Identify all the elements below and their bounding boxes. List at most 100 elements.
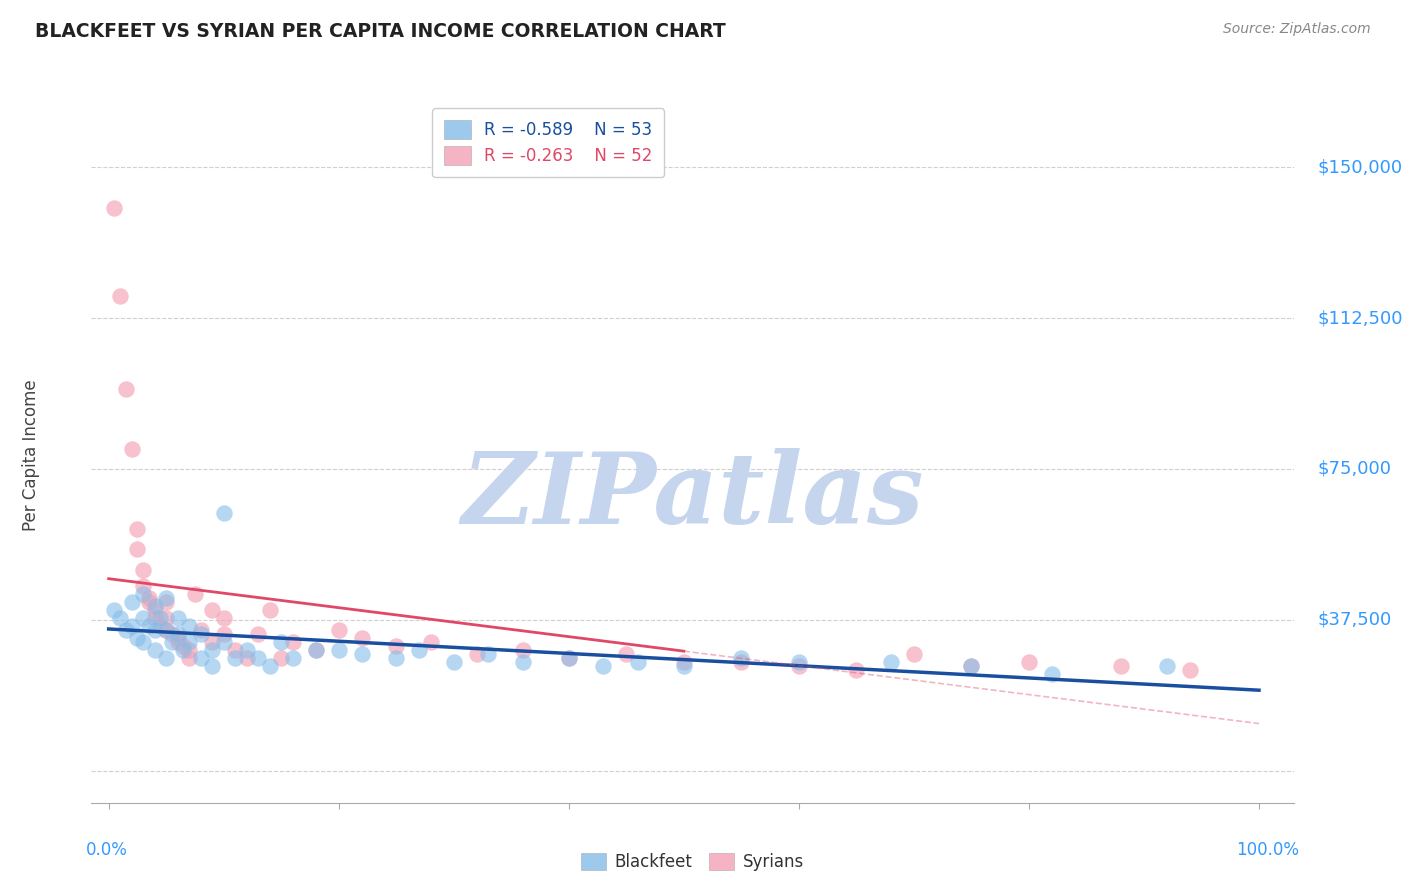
Point <box>328 643 350 657</box>
Point <box>259 603 281 617</box>
Point <box>121 619 143 633</box>
Point <box>155 623 177 637</box>
Point <box>787 655 810 669</box>
Point <box>305 643 328 657</box>
Point <box>143 643 166 657</box>
Point <box>155 623 177 637</box>
Point <box>201 635 224 649</box>
Point <box>730 655 752 669</box>
Point <box>179 651 201 665</box>
Point <box>281 635 304 649</box>
Point <box>143 603 166 617</box>
Point <box>845 663 868 677</box>
Point <box>419 635 441 649</box>
Point <box>172 643 194 657</box>
Point <box>166 631 188 645</box>
Point <box>138 619 160 633</box>
Point <box>155 611 177 625</box>
Point <box>385 639 408 653</box>
Point <box>270 635 292 649</box>
Point <box>903 647 925 661</box>
Point <box>730 651 752 665</box>
Point <box>960 659 983 673</box>
Point <box>212 506 235 520</box>
Point <box>212 611 235 625</box>
Point <box>166 627 188 641</box>
Text: $112,500: $112,500 <box>1317 310 1403 327</box>
Point <box>103 603 125 617</box>
Point <box>201 603 224 617</box>
Point <box>179 635 201 649</box>
Point <box>115 623 138 637</box>
Text: BLACKFEET VS SYRIAN PER CAPITA INCOME CORRELATION CHART: BLACKFEET VS SYRIAN PER CAPITA INCOME CO… <box>35 22 725 41</box>
Point <box>408 643 430 657</box>
Point <box>160 635 183 649</box>
Point <box>212 627 235 641</box>
Point <box>558 651 581 665</box>
Point <box>350 647 373 661</box>
Point <box>132 611 155 625</box>
Point <box>1040 667 1063 681</box>
Point <box>138 591 160 605</box>
Point <box>224 651 246 665</box>
Point <box>127 522 149 536</box>
Point <box>179 619 201 633</box>
Point <box>385 651 408 665</box>
Point <box>184 587 207 601</box>
Point <box>247 627 270 641</box>
Point <box>592 659 614 673</box>
Point <box>235 643 257 657</box>
Point <box>121 595 143 609</box>
Point <box>149 611 172 625</box>
Point <box>305 643 328 657</box>
Point <box>880 655 903 669</box>
Point <box>247 651 270 665</box>
Point <box>672 655 695 669</box>
Point <box>960 659 983 673</box>
Point <box>132 579 155 593</box>
Point <box>149 619 172 633</box>
Point <box>108 611 131 625</box>
Point <box>270 651 292 665</box>
Point <box>166 635 188 649</box>
Point <box>787 659 810 673</box>
Point <box>1109 659 1132 673</box>
Point <box>212 635 235 649</box>
Point <box>512 643 534 657</box>
Point <box>672 659 695 673</box>
Text: 100.0%: 100.0% <box>1236 841 1299 859</box>
Point <box>201 643 224 657</box>
Point <box>127 631 149 645</box>
Point <box>132 587 155 601</box>
Text: 0.0%: 0.0% <box>86 841 128 859</box>
Point <box>477 647 499 661</box>
Point <box>155 591 177 605</box>
Point <box>179 643 201 657</box>
Text: $150,000: $150,000 <box>1317 159 1403 177</box>
Point <box>201 659 224 673</box>
Point <box>166 611 188 625</box>
Text: Per Capita Income: Per Capita Income <box>22 379 41 531</box>
Point <box>350 631 373 645</box>
Point <box>190 623 212 637</box>
Text: ZIPatlas: ZIPatlas <box>461 449 924 545</box>
Point <box>155 595 177 609</box>
Point <box>259 659 281 673</box>
Point <box>121 442 143 456</box>
Point <box>443 655 465 669</box>
Point <box>614 647 637 661</box>
Point <box>115 382 138 396</box>
Point <box>103 201 125 215</box>
Point <box>143 623 166 637</box>
Point <box>512 655 534 669</box>
Point <box>1156 659 1178 673</box>
Legend: Blackfeet, Syrians: Blackfeet, Syrians <box>575 847 810 878</box>
Point <box>190 627 212 641</box>
Point <box>127 542 149 557</box>
Point <box>627 655 650 669</box>
Point <box>172 639 194 653</box>
Point <box>143 599 166 613</box>
Point <box>138 595 160 609</box>
Point <box>281 651 304 665</box>
Text: $37,500: $37,500 <box>1317 611 1392 629</box>
